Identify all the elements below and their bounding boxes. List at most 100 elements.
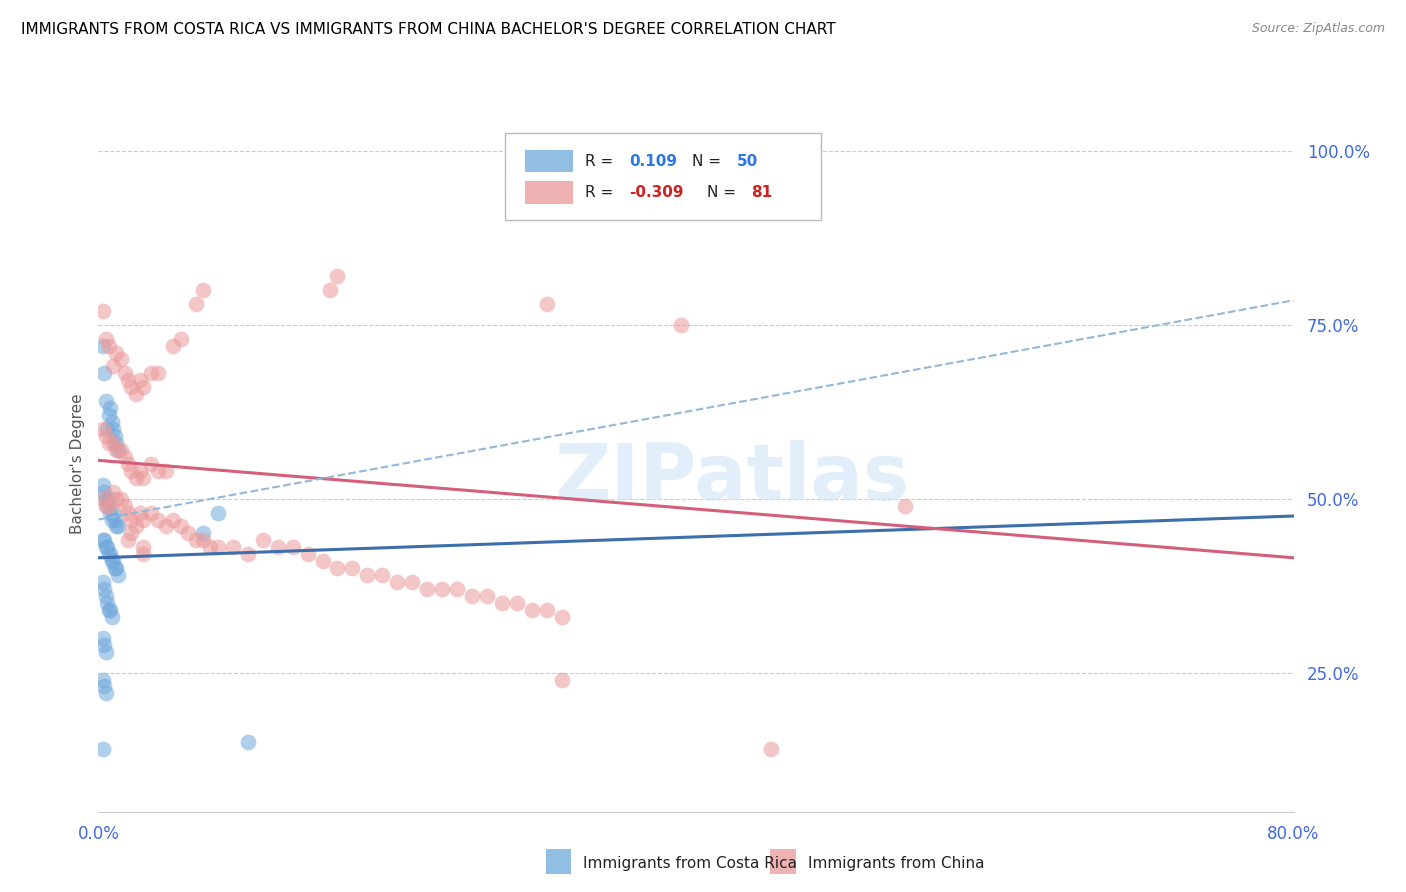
Point: [207, 541, 229, 555]
Point: [91, 303, 114, 318]
Point: [103, 436, 125, 450]
Point: [105, 436, 128, 450]
Text: N =: N =: [707, 185, 741, 200]
Text: N =: N =: [692, 153, 727, 169]
Point: [114, 367, 136, 381]
Point: [93, 582, 115, 596]
Point: [491, 596, 513, 610]
Point: [94, 686, 117, 700]
Point: [356, 568, 378, 582]
Point: [252, 533, 274, 548]
FancyBboxPatch shape: [524, 150, 572, 172]
Point: [117, 457, 139, 471]
Point: [101, 610, 124, 624]
Point: [93, 680, 115, 694]
Point: [97, 338, 120, 352]
Point: [105, 442, 128, 457]
Point: [101, 554, 124, 568]
Point: [98, 547, 122, 561]
Point: [91, 477, 114, 491]
Point: [326, 268, 349, 283]
Point: [105, 345, 128, 359]
Point: [326, 561, 349, 575]
Point: [281, 541, 304, 555]
Point: [103, 422, 125, 436]
Point: [93, 638, 115, 652]
Point: [184, 533, 207, 548]
Point: [94, 491, 117, 506]
Point: [191, 526, 214, 541]
Point: [91, 631, 114, 645]
Point: [236, 735, 259, 749]
Text: -0.309: -0.309: [628, 185, 683, 200]
Point: [101, 415, 124, 429]
Point: [107, 519, 129, 533]
Point: [120, 526, 142, 541]
Point: [506, 596, 529, 610]
Point: [132, 541, 155, 555]
Point: [169, 332, 191, 346]
Point: [184, 297, 207, 311]
Point: [97, 436, 120, 450]
Point: [114, 450, 136, 464]
Point: [98, 603, 122, 617]
Point: [110, 491, 132, 506]
Point: [94, 394, 117, 409]
Point: [155, 519, 177, 533]
Point: [550, 610, 572, 624]
FancyBboxPatch shape: [505, 134, 821, 220]
Point: [446, 582, 468, 596]
Point: [91, 673, 114, 687]
Point: [148, 464, 170, 478]
Point: [125, 471, 148, 485]
Point: [200, 541, 222, 555]
Point: [105, 491, 128, 506]
Point: [401, 575, 423, 590]
Point: [319, 283, 342, 297]
Text: IMMIGRANTS FROM COSTA RICA VS IMMIGRANTS FROM CHINA BACHELOR'S DEGREE CORRELATIO: IMMIGRANTS FROM COSTA RICA VS IMMIGRANTS…: [21, 22, 835, 37]
Point: [94, 332, 117, 346]
Point: [105, 519, 128, 533]
Point: [139, 506, 162, 520]
Point: [114, 499, 136, 513]
Point: [169, 519, 191, 533]
Point: [371, 568, 394, 582]
Point: [96, 422, 118, 436]
Point: [267, 541, 290, 555]
Point: [96, 541, 118, 555]
Point: [385, 575, 409, 590]
Text: Source: ZipAtlas.com: Source: ZipAtlas.com: [1251, 22, 1385, 36]
Text: R =: R =: [585, 185, 619, 200]
Point: [536, 297, 558, 311]
Point: [536, 603, 558, 617]
Point: [97, 491, 120, 506]
Point: [104, 561, 127, 575]
Point: [191, 283, 214, 297]
Point: [101, 512, 124, 526]
Point: [91, 575, 114, 590]
Point: [98, 401, 122, 416]
Point: [139, 367, 162, 381]
Point: [894, 499, 917, 513]
Point: [103, 359, 125, 374]
Point: [125, 387, 148, 401]
Point: [107, 568, 129, 582]
Point: [461, 589, 484, 603]
Point: [97, 603, 120, 617]
Point: [91, 533, 114, 548]
Point: [110, 442, 132, 457]
Text: 50: 50: [737, 153, 758, 169]
Point: [94, 541, 117, 555]
Point: [155, 464, 177, 478]
Point: [120, 380, 142, 394]
Point: [94, 645, 117, 659]
Point: [430, 582, 453, 596]
Point: [97, 547, 120, 561]
Point: [91, 338, 114, 352]
Point: [669, 318, 692, 332]
Point: [91, 422, 114, 436]
Point: [91, 491, 114, 506]
Point: [94, 589, 117, 603]
Point: [120, 512, 142, 526]
Point: [117, 506, 139, 520]
